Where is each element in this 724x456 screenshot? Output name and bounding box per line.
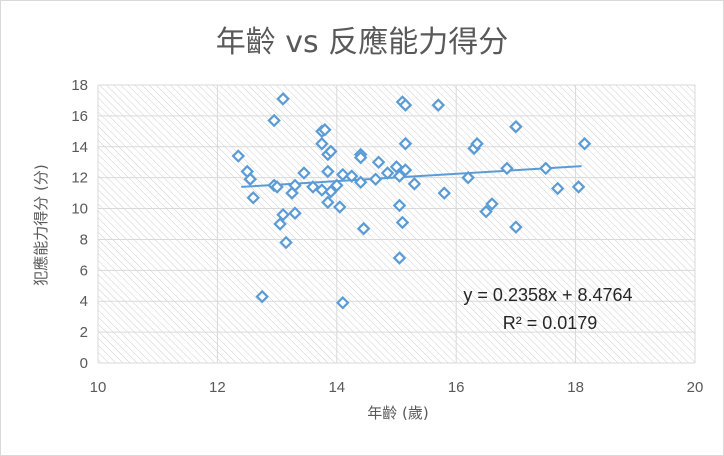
data-point — [353, 150, 368, 165]
data-point — [437, 186, 452, 200]
data-point — [571, 180, 586, 194]
data-point — [321, 164, 335, 179]
data-point — [288, 178, 302, 193]
data-point — [321, 195, 335, 210]
data-point — [398, 163, 413, 177]
data-point — [431, 98, 446, 112]
data-point — [273, 217, 287, 231]
data-point — [500, 161, 514, 176]
x-tick-label: 18 — [567, 379, 584, 396]
data-point — [336, 296, 350, 310]
data-point — [324, 184, 338, 199]
data-point — [324, 144, 338, 159]
data-point — [330, 178, 344, 193]
data-point — [368, 172, 383, 186]
data-point — [479, 204, 493, 219]
y-tick-label: 12 — [71, 170, 88, 187]
data-point — [255, 289, 269, 304]
data-point — [395, 215, 410, 230]
data-point — [509, 119, 523, 134]
x-tick-label: 16 — [448, 379, 465, 396]
x-tick-label: 14 — [328, 379, 345, 396]
gridlines — [97, 84, 696, 364]
data-point — [470, 136, 484, 151]
y-tick-label: 8 — [80, 231, 88, 248]
data-point — [246, 190, 260, 205]
data-point — [550, 181, 565, 196]
chart-title: 年齡 vs 反應能力得分 — [216, 25, 508, 60]
r-squared-label: R² = 0.0179 — [503, 313, 598, 333]
x-tick-label: 10 — [90, 379, 107, 396]
data-point — [276, 92, 290, 106]
data-point — [315, 136, 329, 151]
data-point — [306, 180, 320, 194]
data-point — [577, 136, 592, 151]
data-point — [267, 113, 281, 128]
x-axis-label: 年齡 (歲) — [367, 404, 428, 422]
data-point — [288, 206, 302, 220]
data-point — [356, 221, 371, 236]
y-tick-label: 0 — [80, 355, 88, 372]
data-point — [392, 251, 407, 265]
data-point — [279, 235, 293, 250]
y-tick-label: 14 — [71, 139, 88, 156]
data-point — [315, 183, 329, 197]
x-tick-label: 12 — [209, 379, 226, 396]
trendline-equation: y = 0.2358x + 8.4764 — [463, 285, 632, 305]
y-tick-label: 10 — [71, 201, 88, 218]
y-axis-ticks: 0 2 4 6 8 10 12 14 16 18 — [71, 77, 88, 372]
y-tick-label: 18 — [71, 77, 88, 94]
y-tick-label: 6 — [80, 262, 88, 279]
y-tick-label: 16 — [71, 108, 88, 125]
data-point — [407, 177, 422, 191]
data-point — [380, 166, 395, 180]
data-point — [392, 169, 407, 183]
data-point — [398, 98, 413, 112]
data-point — [336, 167, 350, 182]
y-tick-label: 4 — [80, 293, 88, 310]
data-point — [276, 207, 290, 222]
data-point — [461, 170, 475, 185]
x-tick-label: 20 — [687, 379, 704, 396]
data-point — [243, 172, 257, 186]
data-point — [344, 169, 359, 183]
data-point — [389, 160, 404, 174]
data-point — [509, 220, 523, 234]
data-point — [318, 123, 332, 137]
data-point — [297, 166, 311, 180]
x-axis-ticks: 10 12 14 16 18 20 — [90, 379, 704, 396]
data-point — [398, 136, 413, 151]
data-point — [333, 200, 347, 214]
plot-area — [98, 85, 695, 363]
data-point — [270, 180, 284, 194]
data-point — [353, 175, 368, 190]
data-point — [485, 197, 499, 211]
y-axis-label: 犯應能力得分 (分) — [32, 164, 50, 285]
data-point — [538, 161, 553, 176]
data-point — [231, 149, 246, 163]
data-point — [371, 155, 386, 169]
data-point — [392, 198, 407, 213]
data-points — [231, 92, 592, 310]
y-tick-label: 2 — [80, 324, 88, 341]
